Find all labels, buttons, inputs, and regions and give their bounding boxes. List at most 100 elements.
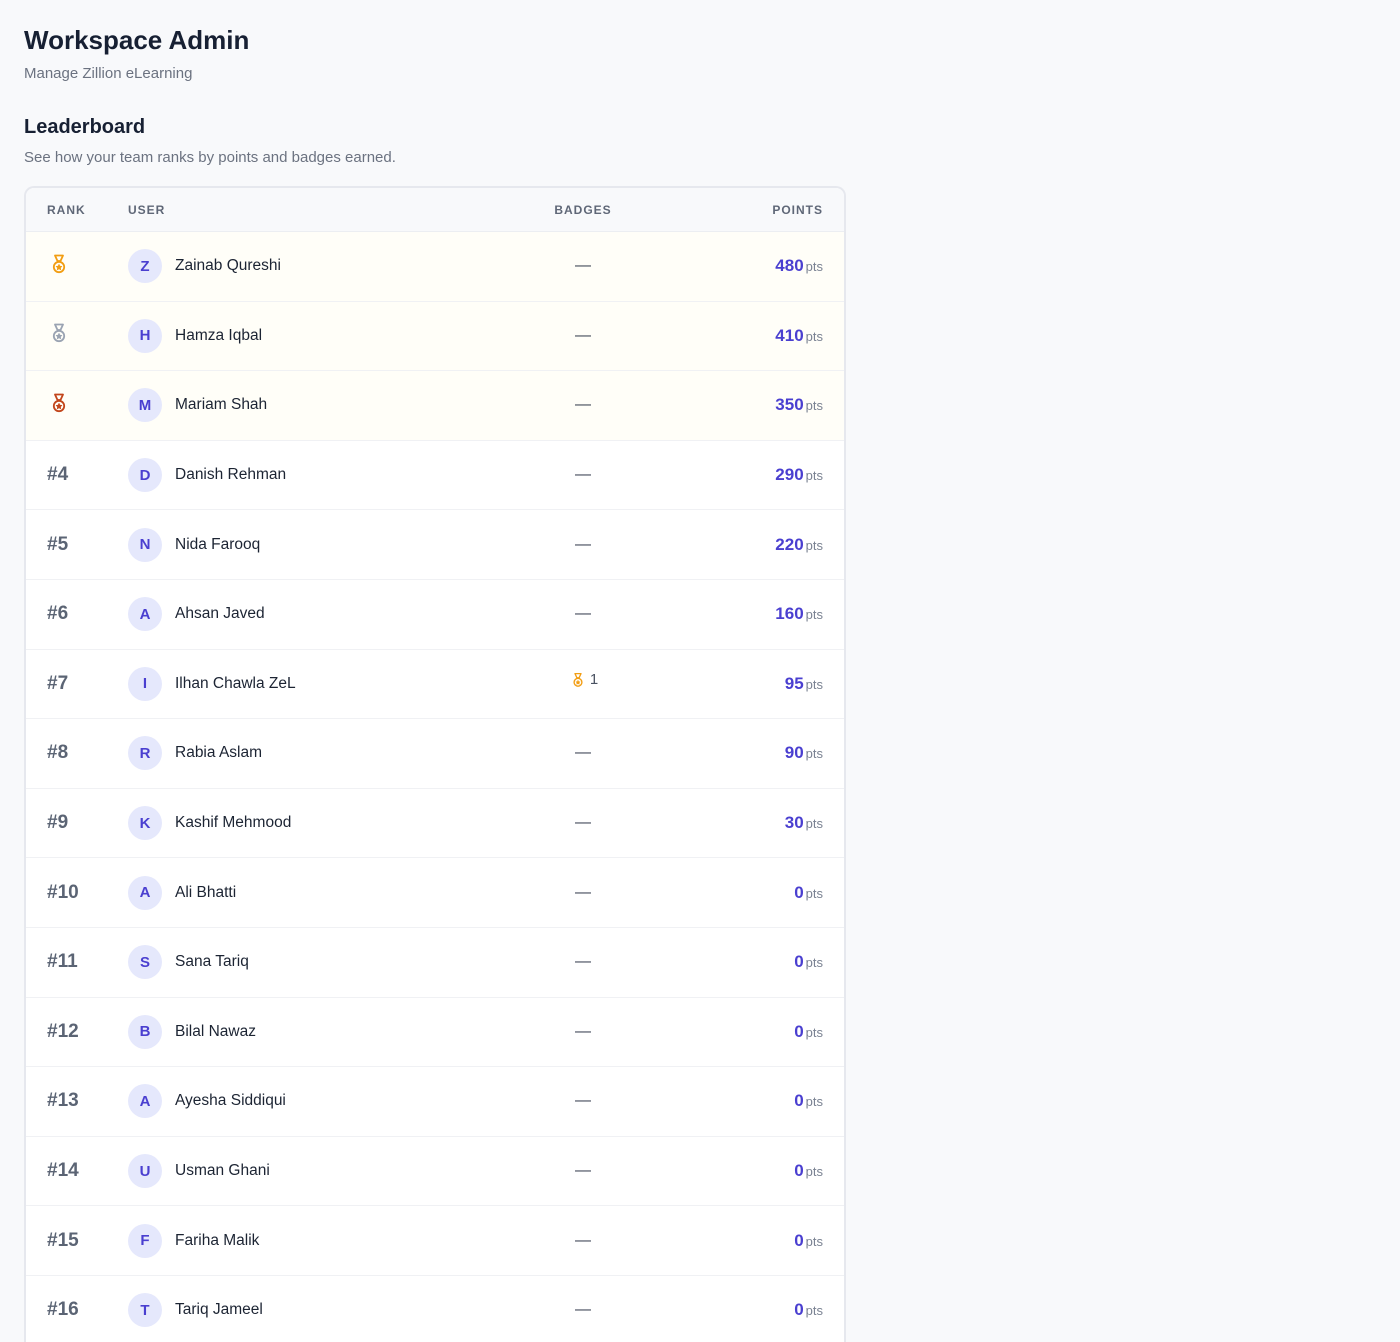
user-name[interactable]: Ahsan Javed [175, 605, 265, 623]
points-unit: pts [805, 676, 823, 692]
table-row[interactable]: #15 F Fariha Malik — 0 pts [26, 1206, 844, 1276]
user-name[interactable]: Sana Tariq [175, 953, 249, 971]
rank-number: #6 [47, 603, 69, 625]
table-row[interactable]: #10 A Ali Bhatti — 0 pts [26, 858, 844, 928]
user-name[interactable]: Tariq Jameel [175, 1301, 263, 1319]
no-badges-dash: — [575, 953, 591, 971]
table-row[interactable]: H Hamza Iqbal — 410 pts [26, 301, 844, 372]
points-cell: 0 pts [688, 1091, 844, 1111]
rank-cell: #14 [26, 1160, 128, 1182]
table-row[interactable]: #14 U Usman Ghani — 0 pts [26, 1136, 844, 1207]
table-row[interactable]: #8 R Rabia Aslam — 90 pts [26, 719, 844, 789]
points-cell: 30 pts [688, 813, 844, 833]
table-row[interactable]: #6 A Ahsan Javed — 160 pts [26, 579, 844, 650]
avatar: H [128, 318, 162, 353]
points-unit: pts [805, 259, 823, 275]
user-name[interactable]: Mariam Shah [175, 396, 268, 414]
table-row[interactable]: #12 B Bilal Nawaz — 0 pts [26, 997, 844, 1068]
user-name[interactable]: Ayesha Siddiqui [175, 1092, 286, 1110]
user-name[interactable]: Kashif Mehmood [175, 814, 292, 832]
points-cell: 0 pts [688, 1231, 844, 1251]
avatar: N [128, 527, 162, 562]
points-cell: 220 pts [688, 535, 844, 555]
points-value: 290 [775, 465, 804, 485]
points-unit: pts [805, 1164, 823, 1180]
leaderboard-table: RANK USER BADGES POINTS Z Zainab Qureshi —… [24, 186, 846, 1342]
avatar: A [128, 597, 162, 632]
points-cell: 350 pts [688, 395, 844, 415]
rank-number: #15 [47, 1229, 79, 1251]
user-cell: T Tariq Jameel [128, 1293, 478, 1328]
points-cell: 0 pts [688, 952, 844, 972]
user-cell: H Hamza Iqbal [128, 318, 478, 353]
table-row[interactable]: Z Zainab Qureshi — 480 pts [26, 232, 844, 302]
user-cell: A Ali Bhatti [128, 875, 478, 910]
rank-number: #9 [47, 812, 69, 834]
points-value: 480 [775, 256, 804, 276]
points-cell: 160 pts [688, 604, 844, 624]
rank-number: #11 [47, 951, 78, 973]
badges-cell: — [478, 536, 688, 554]
no-badges-dash: — [575, 466, 591, 484]
rank-number: #12 [47, 1020, 79, 1042]
column-header-user[interactable]: USER [128, 202, 166, 217]
user-name[interactable]: Ilhan Chawla ZeL [175, 674, 296, 692]
user-cell: S Sana Tariq [128, 945, 478, 980]
rank-cell: #13 [26, 1090, 128, 1112]
rank-cell: #15 [26, 1230, 128, 1252]
points-unit: pts [805, 1094, 823, 1110]
points-unit: pts [805, 885, 823, 901]
user-name[interactable]: Nida Farooq [175, 535, 261, 553]
table-row[interactable]: M Mariam Shah — 350 pts [26, 371, 844, 441]
user-name[interactable]: Bilal Nawaz [175, 1022, 256, 1040]
badges-cell: — [478, 953, 688, 971]
no-badges-dash: — [575, 396, 591, 414]
points-value: 0 [794, 1300, 804, 1320]
column-header-badges[interactable]: BADGES [554, 202, 612, 217]
rank-number: #8 [47, 742, 69, 764]
points-cell: 290 pts [688, 465, 844, 485]
points-cell: 0 pts [688, 883, 844, 903]
points-unit: pts [805, 468, 823, 484]
points-unit: pts [805, 1303, 823, 1319]
user-name[interactable]: Zainab Qureshi [175, 257, 281, 275]
table-row[interactable]: #5 N Nida Farooq — 220 pts [26, 510, 844, 580]
user-name[interactable]: Fariha Malik [175, 1231, 260, 1249]
column-header-points[interactable]: POINTS [772, 202, 823, 217]
no-badges-dash: — [575, 535, 591, 553]
badges-cell: — [478, 327, 688, 345]
points-cell: 0 pts [688, 1161, 844, 1181]
points-unit: pts [805, 328, 823, 344]
table-row[interactable]: #13 A Ayesha Siddiqui — 0 pts [26, 1067, 844, 1137]
rank-number: #10 [47, 881, 79, 903]
user-name[interactable]: Usman Ghani [175, 1162, 270, 1180]
points-unit: pts [805, 746, 823, 762]
column-header-rank[interactable]: RANK [47, 202, 86, 217]
table-row[interactable]: #16 T Tariq Jameel — 0 pts [26, 1275, 844, 1342]
user-name[interactable]: Hamza Iqbal [175, 326, 263, 344]
user-cell: F Fariha Malik [128, 1223, 478, 1258]
badges-cell: — [478, 1092, 688, 1110]
table-row[interactable]: #9 K Kashif Mehmood — 30 pts [26, 788, 844, 859]
points-value: 350 [775, 395, 804, 415]
badges-cell: — [478, 466, 688, 484]
no-badges-dash: — [575, 744, 591, 762]
points-cell: 480 pts [688, 256, 844, 276]
no-badges-dash: — [575, 1231, 591, 1249]
rank-number: #7 [47, 672, 69, 694]
points-cell: 90 pts [688, 743, 844, 763]
points-unit: pts [805, 537, 823, 553]
badges-cell: — [478, 1232, 688, 1250]
points-unit: pts [805, 1233, 823, 1249]
user-cell: R Rabia Aslam [128, 736, 478, 771]
rank-cell: #9 [26, 812, 128, 834]
table-row[interactable]: #7 I Ilhan Chawla ZeL 1 95 pts [26, 649, 844, 720]
table-row[interactable]: #11 S Sana Tariq — 0 pts [26, 927, 844, 998]
points-value: 90 [784, 743, 804, 763]
user-name[interactable]: Danish Rehman [175, 466, 287, 484]
avatar: I [128, 666, 162, 701]
user-name[interactable]: Rabia Aslam [175, 744, 263, 762]
user-name[interactable]: Ali Bhatti [175, 883, 237, 901]
points-cell: 0 pts [688, 1300, 844, 1320]
table-row[interactable]: #4 D Danish Rehman — 290 pts [26, 440, 844, 511]
